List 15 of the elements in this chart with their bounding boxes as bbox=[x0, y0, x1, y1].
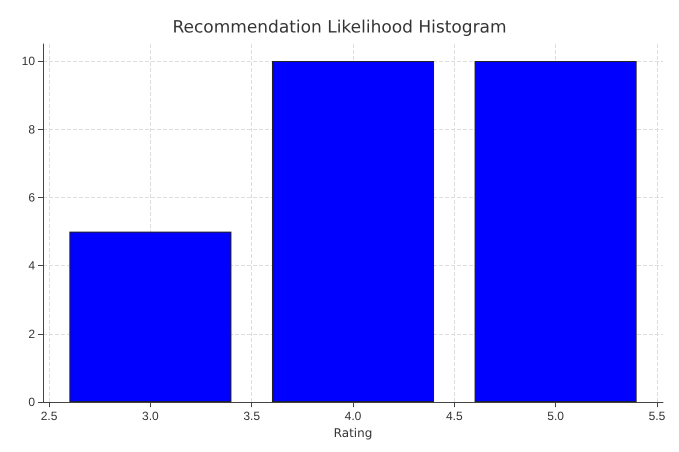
y-tick-label: 4 bbox=[28, 258, 36, 273]
y-tick-label: 10 bbox=[22, 54, 36, 68]
x-axis-title: Rating bbox=[334, 426, 372, 440]
y-tick-label: 8 bbox=[28, 122, 36, 136]
x-tick-label: 4.0 bbox=[344, 409, 362, 424]
x-tick-label: 5.5 bbox=[648, 409, 666, 424]
chart-title: Recommendation Likelihood Histogram bbox=[172, 18, 507, 38]
x-tick-label: 3.5 bbox=[243, 409, 260, 424]
x-tick-label: 4.5 bbox=[446, 409, 463, 424]
x-tick-label: 5.0 bbox=[547, 409, 564, 424]
y-tick-label: 0 bbox=[28, 395, 36, 410]
x-tick-label: 3.0 bbox=[142, 409, 160, 424]
y-tick-label: 2 bbox=[28, 326, 36, 341]
y-tick-label: 6 bbox=[28, 190, 36, 204]
x-tick-label: 2.5 bbox=[40, 409, 58, 424]
